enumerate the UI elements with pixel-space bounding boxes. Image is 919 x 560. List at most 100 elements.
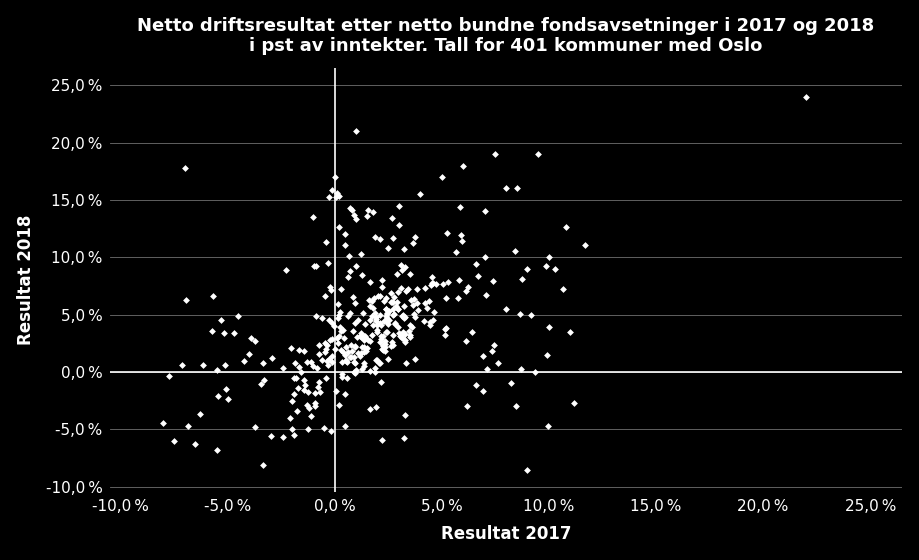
Point [459, 337, 473, 346]
Point [297, 347, 312, 356]
Point [330, 299, 345, 308]
Point [318, 347, 333, 356]
Point [332, 400, 346, 409]
Point [363, 302, 378, 311]
Point [336, 348, 351, 357]
Point [175, 360, 189, 369]
Point [385, 338, 400, 347]
Point [363, 336, 378, 345]
Point [236, 356, 251, 365]
Point [370, 291, 385, 300]
Point [397, 245, 412, 254]
Point [322, 316, 336, 325]
Point [397, 313, 412, 322]
Point [306, 361, 321, 370]
Point [440, 278, 455, 287]
Point [336, 333, 351, 342]
Point [469, 381, 483, 390]
Point [390, 269, 404, 278]
Point [368, 363, 382, 372]
Point [180, 421, 195, 430]
Point [380, 320, 395, 329]
Point [330, 334, 345, 343]
Point [391, 201, 406, 210]
Point [365, 331, 380, 340]
Point [287, 431, 301, 440]
Point [276, 363, 290, 372]
Point [333, 307, 347, 316]
Point [362, 277, 377, 286]
Point [488, 150, 503, 158]
Point [319, 237, 334, 246]
Point [408, 312, 423, 321]
Point [312, 341, 326, 350]
Point [360, 335, 375, 344]
Point [395, 332, 410, 341]
Point [290, 384, 305, 393]
Point [285, 396, 300, 405]
Point [380, 327, 394, 336]
Point [381, 307, 396, 316]
Point [559, 223, 573, 232]
Point [392, 329, 407, 338]
Point [455, 237, 470, 246]
Point [369, 320, 384, 329]
Point [255, 359, 270, 368]
Point [290, 407, 305, 416]
Point [373, 338, 388, 347]
Point [334, 326, 348, 335]
Point [386, 340, 401, 349]
Point [161, 371, 176, 380]
Point [391, 221, 406, 230]
Point [456, 161, 471, 170]
Point [371, 358, 386, 367]
Point [402, 326, 416, 335]
Point [407, 354, 422, 363]
Point [520, 264, 535, 273]
Point [513, 310, 528, 319]
Point [422, 297, 437, 306]
Point [423, 318, 437, 327]
Point [398, 312, 413, 321]
Point [351, 315, 366, 324]
Point [346, 211, 361, 220]
Point [477, 207, 492, 216]
Point [507, 246, 522, 255]
Point [334, 284, 348, 293]
Point [256, 461, 271, 470]
Point [380, 311, 394, 320]
Point [341, 348, 356, 357]
Point [319, 344, 334, 353]
Point [542, 323, 557, 332]
Point [357, 335, 372, 344]
Point [331, 338, 346, 347]
Point [247, 423, 262, 432]
Point [156, 419, 171, 428]
Point [318, 339, 333, 348]
Point [196, 360, 210, 369]
Point [439, 228, 454, 237]
Point [408, 232, 423, 241]
Point [247, 336, 262, 345]
Point [403, 269, 417, 278]
Point [369, 309, 383, 318]
Point [333, 323, 347, 332]
Point [347, 299, 362, 308]
Point [509, 184, 524, 193]
Point [337, 240, 352, 249]
Point [439, 294, 454, 303]
Point [348, 127, 363, 136]
Point [309, 311, 323, 320]
Point [373, 334, 388, 343]
Point [418, 299, 433, 308]
Point [287, 390, 301, 399]
Point [426, 308, 441, 317]
Point [384, 342, 399, 351]
Point [386, 293, 401, 302]
Point [389, 302, 403, 311]
Point [346, 292, 360, 301]
Point [363, 315, 378, 324]
Point [459, 287, 473, 296]
Point [324, 357, 339, 366]
Point [358, 334, 373, 343]
